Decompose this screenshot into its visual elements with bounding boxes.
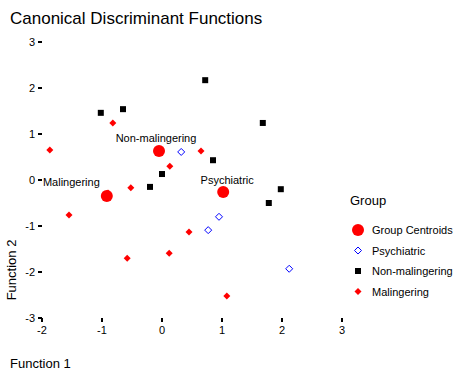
x-tick-label: 2 <box>279 324 285 336</box>
point <box>178 148 185 155</box>
chart: Canonical Discriminant Functions -2 -1 0 1 2 3… <box>0 0 458 378</box>
y-tick-label: 0 <box>29 174 35 186</box>
point <box>186 228 193 235</box>
x-tick <box>341 318 343 322</box>
point <box>260 120 266 126</box>
point <box>223 292 230 299</box>
y-axis-label: Function 2 <box>4 240 19 301</box>
y-tick-label: -1 <box>25 220 35 232</box>
legend-marker <box>355 247 362 254</box>
point <box>198 148 205 155</box>
y-tick-label: 3 <box>29 36 35 48</box>
x-tick-label: 0 <box>159 324 165 336</box>
point <box>217 186 229 198</box>
point <box>147 184 153 190</box>
x-tick-label: 1 <box>219 324 225 336</box>
y-tick-label: 1 <box>29 128 35 140</box>
point <box>286 265 293 272</box>
centroid-label: Psychiatric <box>201 174 255 186</box>
legend-label: Psychiatric <box>372 245 426 257</box>
point <box>127 184 134 191</box>
point <box>202 77 208 83</box>
point <box>216 213 223 220</box>
centroid-label: Non-malingering <box>116 132 197 144</box>
centroid-label: Malingering <box>43 176 100 188</box>
y-tick <box>38 271 42 273</box>
legend-label: Non-malingering <box>372 265 453 277</box>
x-tick <box>221 318 223 322</box>
legend-label: Group Centroids <box>372 224 453 236</box>
x-tick-label: 3 <box>339 324 345 336</box>
point <box>124 255 131 262</box>
plot-area <box>46 77 292 299</box>
x-tick <box>161 318 163 322</box>
point <box>98 110 104 116</box>
legend-title: Group <box>350 193 386 208</box>
legend-marker <box>352 224 364 236</box>
x-tick <box>281 318 283 322</box>
point <box>101 190 113 202</box>
x-axis-label: Function 1 <box>10 356 71 371</box>
title: Canonical Discriminant Functions <box>10 9 262 28</box>
y-tick <box>38 41 42 43</box>
y-tick-label: -3 <box>25 312 35 324</box>
y-tick-label: 2 <box>29 82 35 94</box>
point <box>153 145 165 157</box>
point <box>278 186 284 192</box>
point <box>205 227 212 234</box>
point <box>66 211 73 218</box>
legend-marker <box>355 288 362 295</box>
y-tick <box>38 179 42 181</box>
y-tick <box>38 225 42 227</box>
point <box>210 157 216 163</box>
x-tick-label: -1 <box>97 324 107 336</box>
point <box>166 250 173 257</box>
y-tick <box>38 87 42 89</box>
point <box>109 119 116 126</box>
point <box>159 171 165 177</box>
point <box>46 147 53 154</box>
y-tick-label: -2 <box>25 266 35 278</box>
legend-marker <box>355 268 361 274</box>
x-tick-label: -2 <box>37 324 47 336</box>
legend: Group Group Centroids Psychiatric Non-malin… <box>350 193 453 298</box>
point <box>166 163 173 170</box>
y-tick <box>38 317 42 319</box>
y-tick <box>38 133 42 135</box>
legend-label: Malingering <box>372 286 429 298</box>
x-tick <box>101 318 103 322</box>
point <box>266 200 272 206</box>
point <box>120 106 126 112</box>
